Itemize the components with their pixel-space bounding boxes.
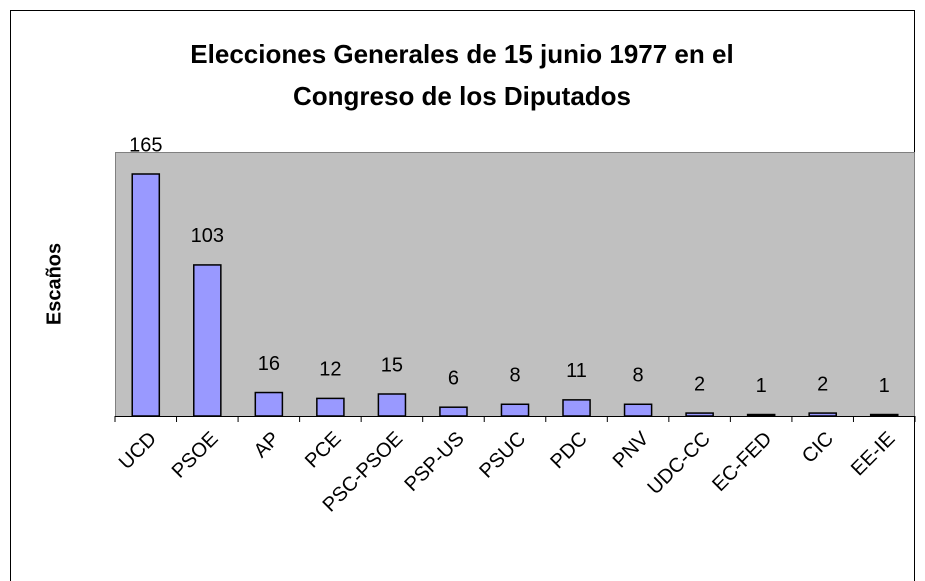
chart-title: Congreso de los Diputados bbox=[293, 81, 631, 111]
y-axis-label: Escaños bbox=[43, 243, 65, 325]
bar bbox=[746, 413, 776, 417]
data-label: 6 bbox=[448, 367, 459, 389]
bar bbox=[562, 399, 591, 417]
data-label: 8 bbox=[633, 365, 644, 387]
bar bbox=[869, 413, 899, 417]
bar bbox=[316, 397, 345, 417]
data-label: 11 bbox=[566, 360, 587, 382]
bar bbox=[377, 393, 407, 417]
bar bbox=[623, 403, 653, 417]
bar bbox=[808, 412, 837, 417]
data-label: 1 bbox=[756, 375, 767, 397]
chart-title: Elecciones Generales de 15 junio 1977 en… bbox=[190, 39, 733, 69]
bar bbox=[193, 264, 222, 417]
plot-area bbox=[115, 152, 915, 417]
data-label: 12 bbox=[319, 359, 341, 381]
data-label: 1 bbox=[879, 375, 890, 397]
bar bbox=[254, 391, 284, 417]
data-label: 8 bbox=[509, 365, 520, 387]
data-label: 16 bbox=[258, 353, 280, 375]
bar bbox=[685, 412, 714, 417]
data-label: 2 bbox=[817, 373, 828, 395]
data-label: 165 bbox=[129, 134, 162, 156]
data-label: 103 bbox=[191, 225, 224, 247]
bar bbox=[131, 173, 161, 417]
data-label: 15 bbox=[381, 354, 403, 376]
bar bbox=[439, 406, 468, 417]
bar bbox=[500, 403, 530, 417]
data-label: 2 bbox=[694, 373, 705, 395]
